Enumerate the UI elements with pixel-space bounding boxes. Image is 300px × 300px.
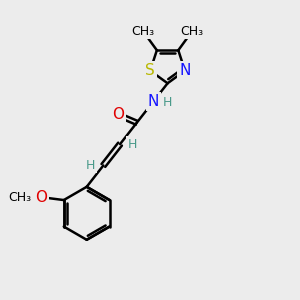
Text: S: S xyxy=(145,63,155,78)
Text: CH₃: CH₃ xyxy=(131,25,154,38)
Text: H: H xyxy=(86,159,95,172)
Text: N: N xyxy=(179,63,191,78)
Text: H: H xyxy=(163,96,172,110)
Text: O: O xyxy=(112,107,124,122)
Text: CH₃: CH₃ xyxy=(181,25,204,38)
Text: CH₃: CH₃ xyxy=(9,190,32,204)
Text: N: N xyxy=(148,94,159,109)
Text: H: H xyxy=(128,138,137,151)
Text: O: O xyxy=(35,190,47,205)
